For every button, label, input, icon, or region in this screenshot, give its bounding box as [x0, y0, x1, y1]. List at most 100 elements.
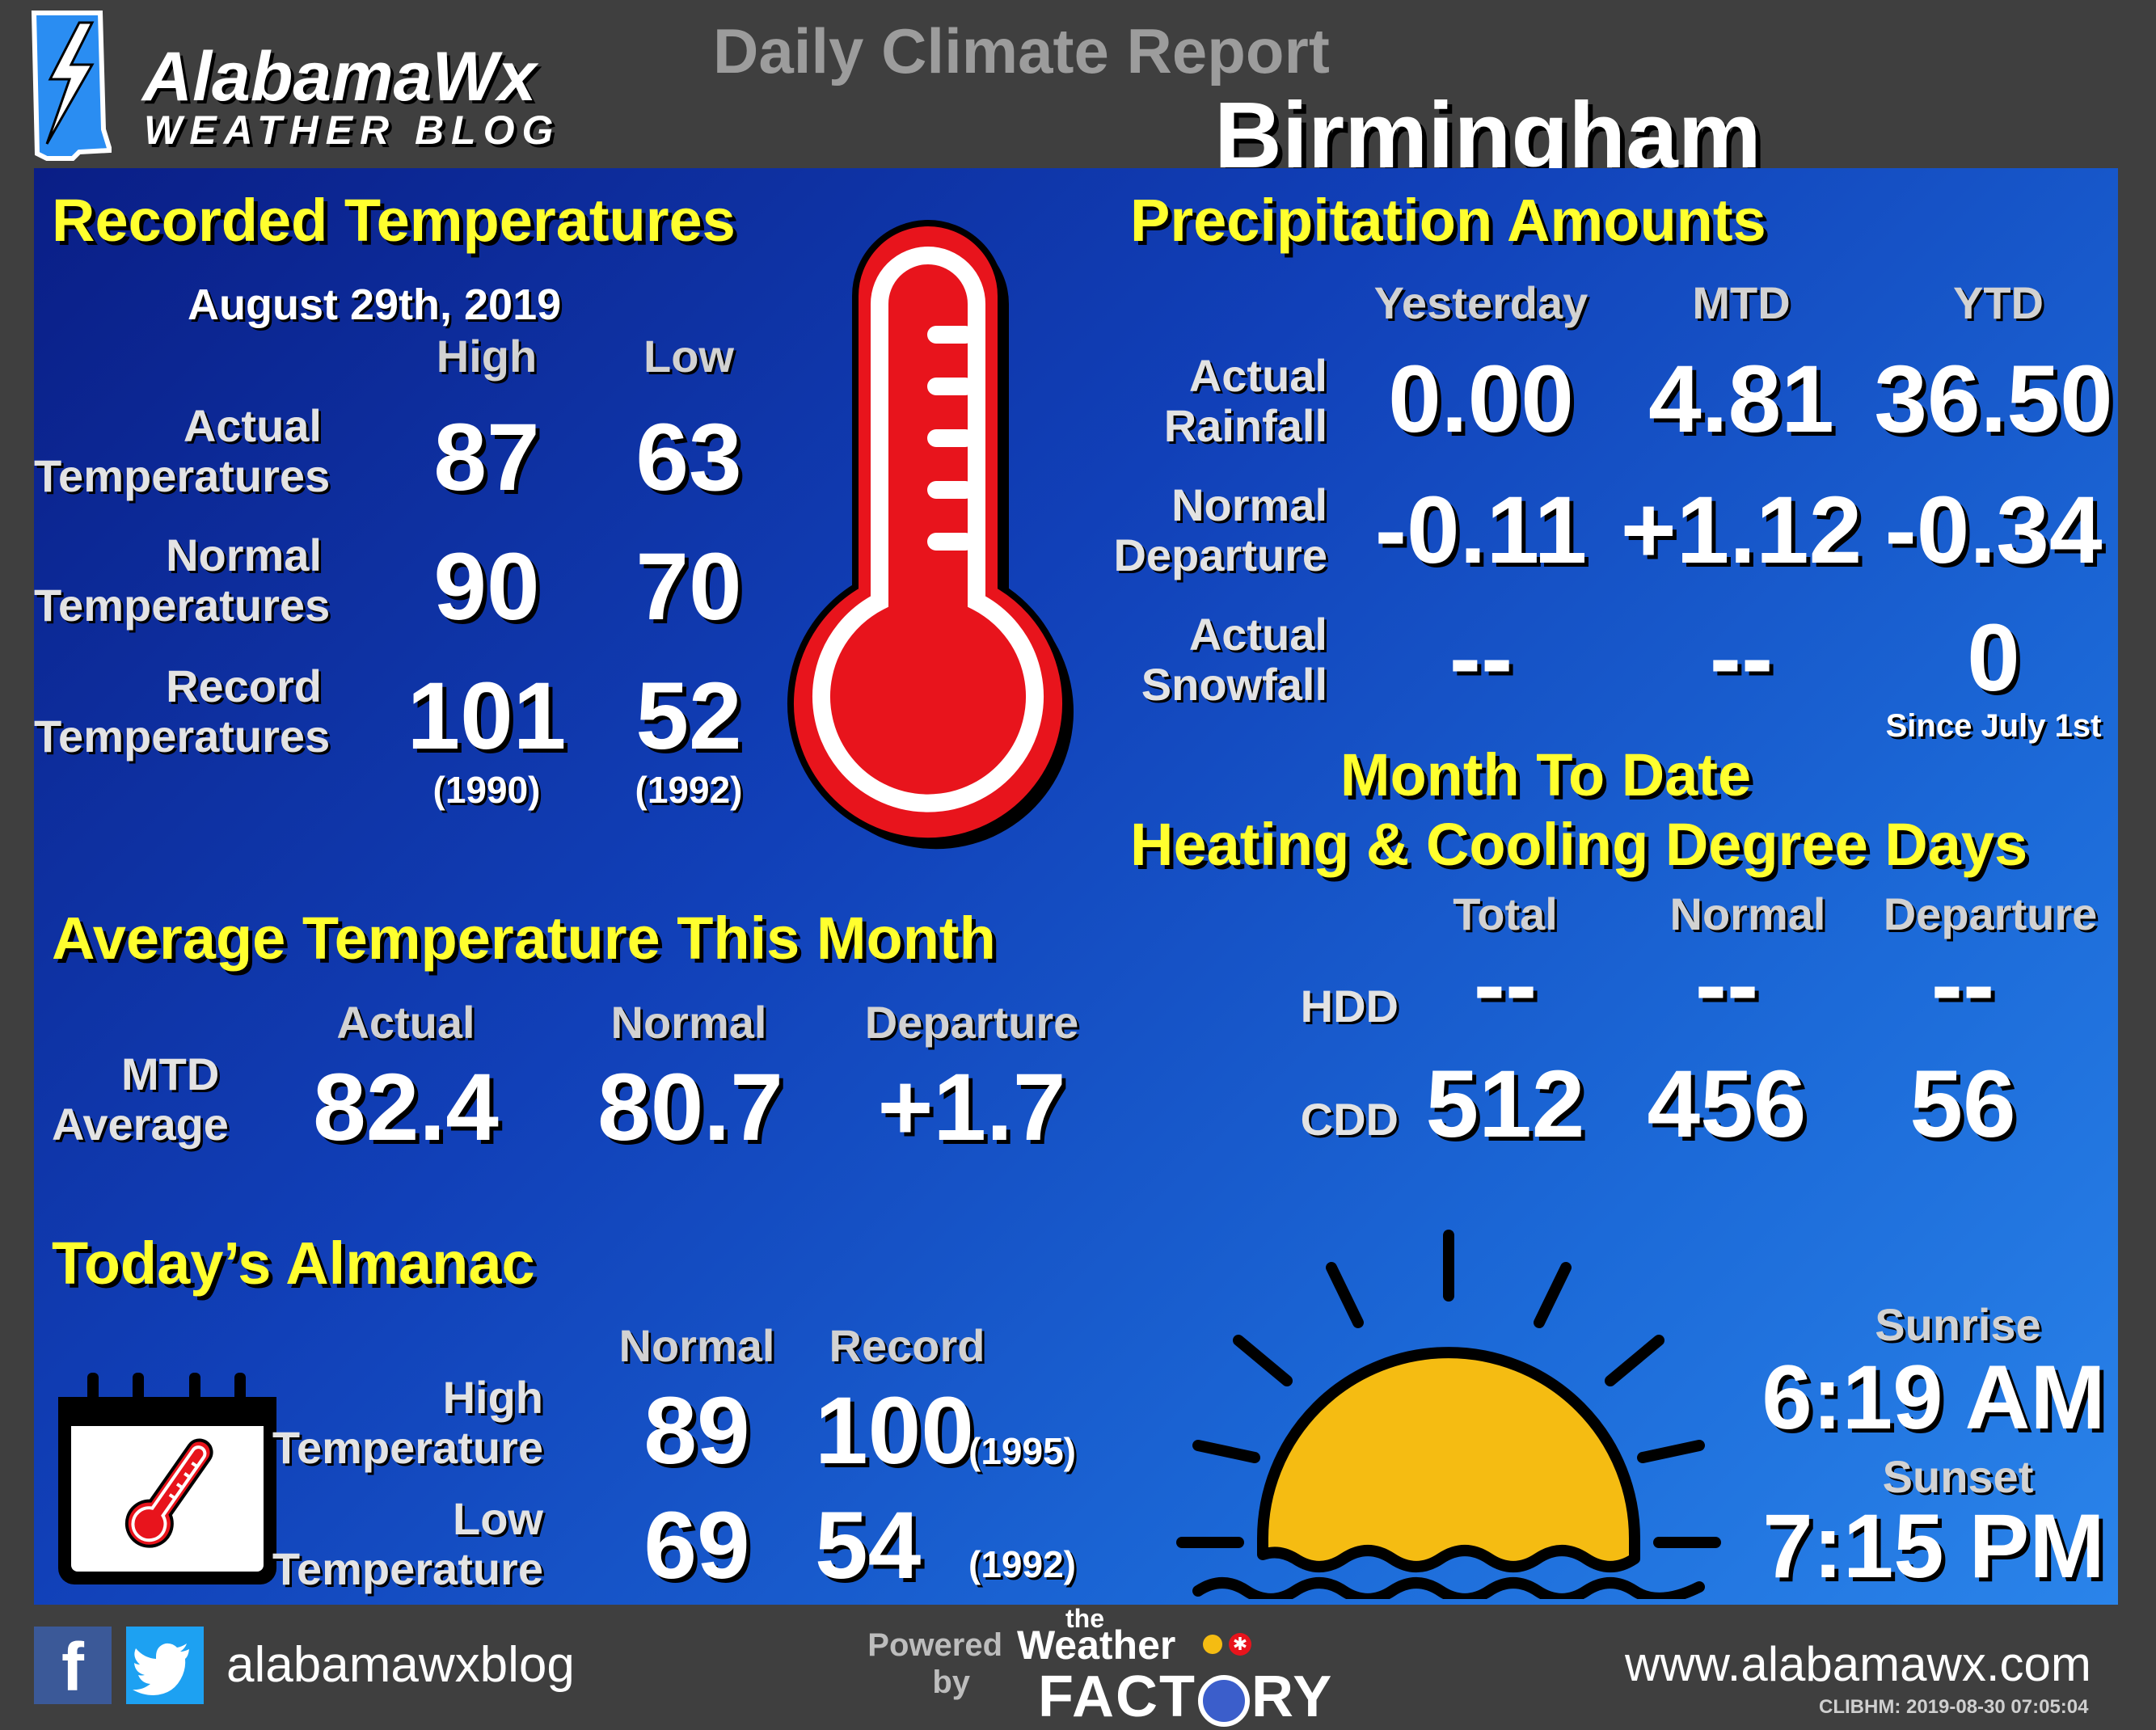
degree-days-title-2: Heating & Cooling Degree Days — [1130, 811, 2028, 878]
almanac-title: Today’s Almanac — [52, 1230, 535, 1297]
label-line: Actual — [1188, 350, 1327, 401]
label-line: Average — [52, 1099, 229, 1150]
departure-ytd: -0.34 — [1884, 477, 2103, 584]
svg-text:✱: ✱ — [1233, 1635, 1247, 1655]
cdd-normal: 456 — [1647, 1051, 1807, 1158]
actual-low-value: 63 — [635, 404, 742, 511]
label-line: Actual — [1188, 609, 1327, 660]
hdd-normal: -- — [1694, 931, 1759, 1038]
almanac-low-record: 54 — [815, 1492, 922, 1599]
snowfall-ytd: 0 — [1967, 605, 2020, 711]
climate-panel: Recorded Temperatures August 29th, 2019 … — [34, 168, 2118, 1605]
powered-by-label: Powered by — [865, 1627, 1002, 1701]
gear-icon — [1197, 1674, 1250, 1727]
social-handle[interactable]: alabamawxblog — [226, 1637, 575, 1693]
precip-col-yesterday: Yesterday — [1373, 277, 1589, 328]
col-low-header: Low — [643, 331, 734, 382]
dd-col-total: Total — [1453, 888, 1558, 939]
label-line: Normal — [166, 530, 322, 580]
col-high-header: High — [436, 331, 538, 382]
precip-title: Precipitation Amounts — [1130, 187, 1766, 254]
rainfall-yesterday: 0.00 — [1388, 346, 1574, 453]
timestamp-stamp: CLIBHM: 2019-08-30 07:05:04 — [1819, 1696, 2089, 1718]
calendar-thermometer-icon — [58, 1373, 276, 1584]
record-high-year: (1990) — [432, 769, 541, 811]
almanac-high-record: 100 — [815, 1378, 974, 1484]
label-line: Temperatures — [34, 580, 331, 631]
sunset-label: Sunset — [1882, 1451, 2034, 1502]
label-line: MTD — [121, 1049, 220, 1099]
snowfall-mtd: -- — [1709, 605, 1774, 711]
precip-col-ytd: YTD — [1953, 277, 2044, 328]
actual-snowfall-label: Actual Snowfall — [1085, 610, 1327, 710]
recorded-temps-date: August 29th, 2019 — [188, 281, 562, 329]
by-text: by — [932, 1665, 970, 1700]
alabama-lightning-icon — [31, 11, 112, 161]
degree-days-title-1: Month To Date — [1340, 741, 1752, 808]
precip-col-mtd: MTD — [1692, 277, 1791, 328]
facebook-icon[interactable]: f — [34, 1627, 112, 1705]
factory-weather: Weather — [1017, 1622, 1176, 1668]
cdd-total: 512 — [1425, 1051, 1585, 1158]
label-line: Departure — [1113, 530, 1327, 580]
factory-name-start: FACT — [1038, 1665, 1196, 1729]
label-line: Actual — [183, 400, 322, 451]
sunrise-time: 6:19 AM — [1762, 1347, 2106, 1448]
rainfall-mtd: 4.81 — [1648, 346, 1834, 453]
record-high-value: 101 — [407, 663, 567, 770]
record-low-value: 52 — [635, 663, 742, 770]
label-line: Temperature — [272, 1543, 543, 1594]
normal-low-value: 70 — [635, 534, 742, 640]
twitter-icon[interactable] — [126, 1627, 204, 1704]
label-line: Low — [453, 1493, 543, 1544]
departure-mtd: +1.12 — [1620, 477, 1863, 584]
mtd-average-label: MTD Average — [52, 1049, 246, 1150]
snowfall-since-note: Since July 1st — [1885, 708, 2102, 744]
label-line: High — [442, 1372, 543, 1423]
label-line: Record — [166, 660, 322, 711]
actual-high-value: 87 — [433, 404, 540, 511]
sunset-time: 7:15 PM — [1762, 1496, 2105, 1597]
almanac-low-record-year: (1992) — [968, 1543, 1076, 1585]
website-link[interactable]: www.alabamawx.com — [1625, 1637, 2091, 1691]
record-low-year: (1992) — [635, 769, 743, 811]
actual-rainfall-label: Actual Rainfall — [1085, 351, 1327, 451]
almanac-col-record: Record — [829, 1320, 985, 1371]
almanac-high-record-year: (1995) — [968, 1430, 1076, 1472]
logo-subtitle: WEATHER BLOG — [144, 108, 561, 153]
hdd-label: HDD — [1300, 981, 1399, 1032]
logo[interactable]: AlabamaWx WEATHER BLOG — [23, 8, 589, 162]
label-line: Temperatures — [34, 450, 331, 501]
weather-factory-logo[interactable]: the Weather ✱ FACT RY — [1017, 1604, 1356, 1729]
cdd-label: CDD — [1300, 1094, 1399, 1145]
hdd-total: -- — [1473, 931, 1538, 1038]
avg-actual-value: 82.4 — [313, 1054, 499, 1161]
factory-name: FACT RY — [1038, 1664, 1333, 1730]
report-title: Daily Climate Report — [713, 15, 1330, 86]
avg-col-actual: Actual — [336, 997, 475, 1048]
almanac-low-normal: 69 — [643, 1492, 750, 1599]
avg-col-normal: Normal — [610, 997, 767, 1048]
dd-col-departure: Departure — [1883, 888, 2098, 939]
dd-col-normal: Normal — [1669, 888, 1826, 939]
avg-col-departure: Departure — [864, 997, 1079, 1048]
powered-text: Powered — [867, 1627, 1002, 1663]
sunrise-label: Sunrise — [1875, 1299, 2041, 1350]
actual-temps-label: Actual Temperatures — [34, 400, 331, 501]
factory-name-end: RY — [1251, 1665, 1334, 1729]
sun-snowflake-icon: ✱ — [1203, 1633, 1251, 1656]
thermometer-icon — [787, 220, 1074, 850]
recorded-temps-title: Recorded Temperatures — [52, 187, 736, 254]
normal-departure-label: Normal Departure — [1085, 480, 1327, 580]
almanac-col-normal: Normal — [618, 1320, 775, 1371]
label-line: Rainfall — [1163, 400, 1327, 451]
almanac-high-normal: 89 — [643, 1378, 750, 1484]
label-line: Temperature — [272, 1422, 543, 1473]
sunset-sun-icon — [1176, 1230, 1721, 1599]
logo-name: AlabamaWx — [142, 38, 537, 116]
cdd-departure: 56 — [1909, 1051, 2016, 1158]
departure-yesterday: -0.11 — [1374, 477, 1588, 584]
snowfall-yesterday: -- — [1449, 605, 1513, 711]
factory-the: the — [1065, 1604, 1104, 1633]
almanac-high-label: High Temperature — [244, 1373, 543, 1473]
